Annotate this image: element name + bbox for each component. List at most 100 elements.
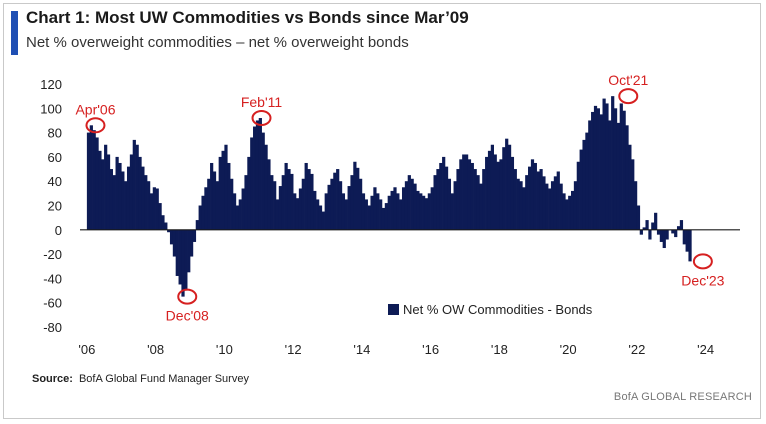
bar — [118, 162, 122, 230]
bar — [258, 118, 262, 230]
bar — [479, 183, 483, 230]
bar — [499, 159, 503, 230]
bar — [433, 175, 437, 230]
bar — [344, 199, 348, 230]
bar — [659, 229, 663, 242]
bar — [324, 193, 328, 230]
bar — [270, 175, 274, 230]
bar — [502, 147, 506, 230]
title-accent-bar — [11, 11, 18, 55]
bar — [559, 183, 563, 230]
bar — [562, 193, 566, 230]
bar — [238, 199, 242, 230]
chart-subtitle: Net % overweight commodities – net % ove… — [26, 34, 409, 51]
bar — [95, 137, 99, 230]
bar — [327, 184, 331, 230]
bar — [482, 169, 486, 230]
bar — [338, 181, 343, 230]
bar — [579, 149, 583, 230]
annotation-label: Oct'21 — [608, 72, 648, 88]
bar — [485, 156, 489, 230]
y-tick-label: 60 — [48, 150, 62, 165]
bar — [522, 187, 526, 230]
bar — [401, 187, 406, 230]
bar — [275, 199, 280, 230]
bar — [273, 181, 277, 230]
bar — [376, 193, 380, 230]
bar — [462, 154, 466, 230]
bar — [250, 137, 254, 230]
bar — [456, 169, 460, 230]
bar — [290, 173, 294, 230]
bar — [671, 229, 675, 234]
bar — [195, 220, 199, 230]
x-tick-label: '18 — [491, 342, 508, 357]
bar — [442, 156, 446, 230]
bar — [490, 144, 494, 230]
bar — [207, 178, 211, 230]
bar — [404, 181, 409, 230]
bar — [89, 125, 93, 230]
y-tick-label: -60 — [43, 296, 62, 311]
bar — [373, 187, 377, 230]
bar — [387, 195, 391, 230]
bar — [204, 187, 208, 230]
bar — [287, 169, 291, 230]
bar — [676, 226, 681, 230]
bar — [169, 229, 174, 245]
bar — [642, 227, 646, 230]
bar — [619, 103, 623, 230]
bar — [138, 156, 142, 230]
bar — [181, 229, 185, 297]
bar — [333, 172, 337, 230]
bar — [465, 154, 469, 230]
annotations: Apr'06 Dec'08 Feb'11 Oct'21 Dec'23 — [75, 72, 724, 323]
bar — [152, 187, 156, 230]
source-note: Source: BofA Global Fund Manager Survey — [32, 373, 249, 385]
legend-swatch — [388, 304, 399, 315]
x-tick-label: '22 — [628, 342, 645, 357]
bar — [141, 166, 145, 230]
bar — [304, 162, 308, 230]
bar — [187, 229, 191, 273]
bar — [227, 162, 231, 230]
x-tick-label: '08 — [147, 342, 164, 357]
bar — [674, 229, 678, 238]
y-tick-label: 40 — [48, 174, 62, 189]
bar — [92, 130, 96, 230]
bar — [155, 188, 159, 230]
bar — [553, 176, 558, 230]
bar — [548, 188, 552, 230]
annotation-circle — [251, 110, 272, 127]
y-tick-label: 120 — [40, 77, 62, 92]
bar — [625, 125, 629, 230]
bar — [656, 229, 661, 235]
bar — [190, 229, 194, 257]
bar — [576, 161, 580, 230]
brand-label: BofA GLOBAL RESEARCH — [613, 391, 752, 403]
bar — [588, 120, 592, 230]
bar — [530, 159, 535, 230]
y-tick-label: -80 — [43, 320, 62, 335]
bar — [109, 169, 113, 230]
bar — [115, 156, 119, 230]
y-tick-label: 0 — [55, 223, 62, 238]
bar — [573, 181, 578, 230]
bar — [86, 132, 91, 230]
bar — [347, 186, 351, 230]
bar — [281, 175, 285, 230]
bar — [654, 212, 658, 230]
bar — [528, 166, 532, 230]
bar — [662, 229, 666, 249]
bar — [505, 138, 509, 230]
bar — [353, 161, 357, 230]
bar — [422, 195, 426, 230]
y-tick-label: -40 — [43, 271, 62, 286]
annotation-label: Feb'11 — [241, 94, 283, 110]
bar — [124, 181, 128, 230]
x-tick-label: '12 — [285, 342, 302, 357]
bar — [336, 169, 340, 230]
bar — [384, 203, 388, 230]
bar — [178, 229, 182, 285]
bar — [645, 220, 649, 230]
